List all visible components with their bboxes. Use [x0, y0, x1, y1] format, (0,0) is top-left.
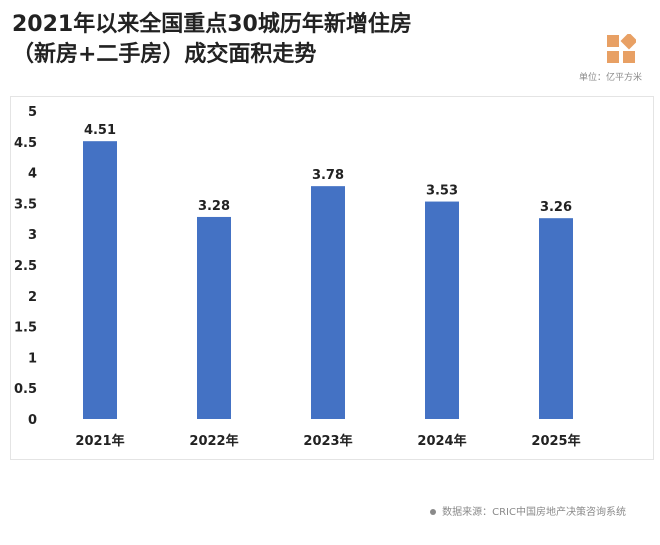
- bar: [83, 141, 117, 419]
- y-tick-label: 1.5: [14, 321, 37, 336]
- y-tick-label: 5: [28, 105, 37, 120]
- value-label: 3.28: [198, 199, 230, 214]
- value-label: 3.53: [426, 184, 458, 199]
- chart-title: 2021年以来全国重点30城历年新增住房 （新房+二手房）成交面积走势: [12, 10, 412, 70]
- bar: [539, 218, 573, 419]
- y-tick-label: 0.5: [14, 382, 37, 397]
- x-tick-label: 2023年: [303, 433, 352, 449]
- x-tick-label: 2022年: [189, 433, 238, 449]
- y-tick-label: 0: [28, 413, 37, 428]
- title-line-2: （新房+二手房）成交面积走势: [12, 42, 317, 67]
- y-tick-label: 1: [28, 351, 37, 366]
- bar: [197, 216, 231, 419]
- y-tick-label: 2.5: [14, 259, 37, 274]
- y-tick-label: 2: [28, 290, 37, 305]
- title-line-1: 2021年以来全国重点30城历年新增住房: [12, 12, 412, 37]
- bar: [425, 201, 459, 419]
- value-label: 4.51: [84, 123, 116, 138]
- y-tick-label: 3.5: [14, 197, 37, 212]
- x-tick-label: 2024年: [417, 433, 466, 449]
- value-label: 3.78: [312, 168, 344, 183]
- bullet-icon: [430, 509, 437, 515]
- data-source: 数据来源：CRIC中国房地产决策咨询系统: [430, 503, 626, 518]
- y-tick-label: 4.5: [14, 136, 37, 151]
- value-label: 3.26: [540, 200, 572, 215]
- data-source-text: 数据来源：CRIC中国房地产决策咨询系统: [442, 507, 626, 518]
- bar: [311, 186, 345, 419]
- x-tick-label: 2021年: [75, 433, 124, 449]
- x-tick-label: 2025年: [531, 433, 580, 449]
- bar-chart: 0 0.5 1 1.5 2 2.5 3 3.5 4 4.5 5 4.51 2021年 3.28 2022年 3…: [14, 105, 581, 449]
- brand-logo-icon: [607, 34, 636, 63]
- y-tick-label: 3: [28, 228, 37, 243]
- y-tick-label: 4: [28, 167, 37, 182]
- unit-label: 单位：亿平方米: [578, 73, 642, 83]
- plot-panel: 0 0.5 1 1.5 2 2.5 3 3.5 4 4.5 5 4.51 2021年 3.28 2022年 3…: [10, 96, 654, 460]
